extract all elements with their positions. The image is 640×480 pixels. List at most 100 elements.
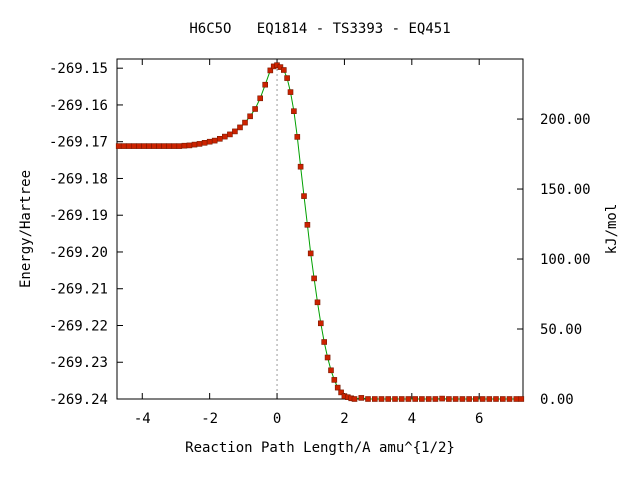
y2-axis-label: kJ/mol [604,204,620,255]
data-point [412,396,419,402]
data-point [358,395,365,401]
energy-series-line [118,64,522,400]
data-point [297,163,304,170]
x-tick-label: 2 [340,411,348,427]
data-point [314,299,321,306]
y-tick-label: -269.15 [49,61,108,77]
data-point [232,128,238,135]
data-point [513,396,520,402]
data-point [277,64,284,70]
data-point [371,396,378,402]
data-point [186,142,193,149]
data-point [287,89,294,95]
data-point [222,133,228,140]
data-point [385,396,392,402]
y2-tick-label: 0.00 [540,392,574,408]
data-point [452,396,459,402]
data-point [257,95,264,102]
data-point [146,143,152,149]
y-tick-label: -269.23 [49,355,108,371]
data-point [405,396,412,402]
data-point [262,81,269,88]
data-point [398,396,405,402]
data-point [242,119,248,126]
data-point [506,396,513,402]
data-point [136,143,142,149]
y-tick-label: -269.18 [49,171,108,187]
y2-tick-label: 150.00 [540,182,591,198]
y-axis-ticks: -269.15 -269.16 -269.17 -269.18 -269.19 -269.… [49,61,123,408]
x-tick-label: -2 [201,411,218,427]
x-axis-label: Reaction Path Length/A amu^{1/2} [185,440,455,456]
y-tick-label: -269.22 [49,318,108,334]
data-point [439,395,445,402]
data-point [324,354,331,361]
x-tick-label: 6 [475,411,483,427]
x-tick-label: 0 [273,411,281,427]
data-point [252,106,258,112]
data-point [311,275,317,282]
x-tick-label: 4 [408,411,416,427]
data-point [176,143,183,149]
data-point [206,138,213,145]
y2-tick-label: 50.00 [540,322,582,338]
data-point [211,137,218,144]
y-tick-label: -269.20 [49,245,108,261]
data-point [227,131,233,138]
data-point [459,396,466,402]
data-point [280,67,287,73]
energy-series-points [115,62,525,402]
x-axis-ticks: -4 -2 0 2 4 6 [134,59,483,427]
data-point [419,396,425,402]
data-point [338,389,344,396]
data-point [472,396,479,402]
data-point [120,143,127,149]
data-point [191,141,198,148]
data-point [499,396,506,402]
y-axis-label: Energy/Hartree [18,170,34,288]
chart-title: H6C5O EQ1814 - TS3393 - EQ451 [189,21,450,37]
data-point [131,143,137,149]
data-point [237,124,243,131]
data-point [351,396,358,402]
data-point [321,339,328,345]
data-point [141,143,147,149]
data-point [432,396,439,402]
y-tick-label: -269.16 [49,98,108,114]
y2-axis-ticks: 200.00 150.00 100.00 50.00 0.00 [517,112,591,408]
data-point [161,143,167,149]
data-point [291,108,297,114]
data-point [126,143,132,149]
data-point [171,143,178,149]
data-point [334,384,341,391]
data-point [217,136,223,142]
data-point [446,396,452,402]
data-point [301,193,307,199]
data-point [518,396,525,402]
y-tick-label: -269.19 [49,208,108,224]
data-point [267,67,274,74]
data-point [378,396,385,402]
data-point [304,222,311,228]
data-point [284,75,290,81]
y-tick-label: -269.21 [49,282,108,298]
data-point [294,134,301,140]
data-point [196,141,203,147]
data-point [166,143,172,149]
data-point [151,143,157,149]
plot-frame [116,58,524,400]
data-point [201,140,208,146]
data-point [479,396,486,402]
data-point [392,396,398,402]
data-point [115,143,122,149]
data-point [466,396,472,402]
data-point [331,377,338,383]
y-tick-label: -269.17 [49,135,108,151]
data-point [486,396,493,402]
data-point [365,396,371,402]
y-tick-label: -269.24 [49,392,108,408]
data-point [156,143,162,149]
x-tick-label: -4 [134,411,151,427]
y2-tick-label: 200.00 [540,112,591,128]
